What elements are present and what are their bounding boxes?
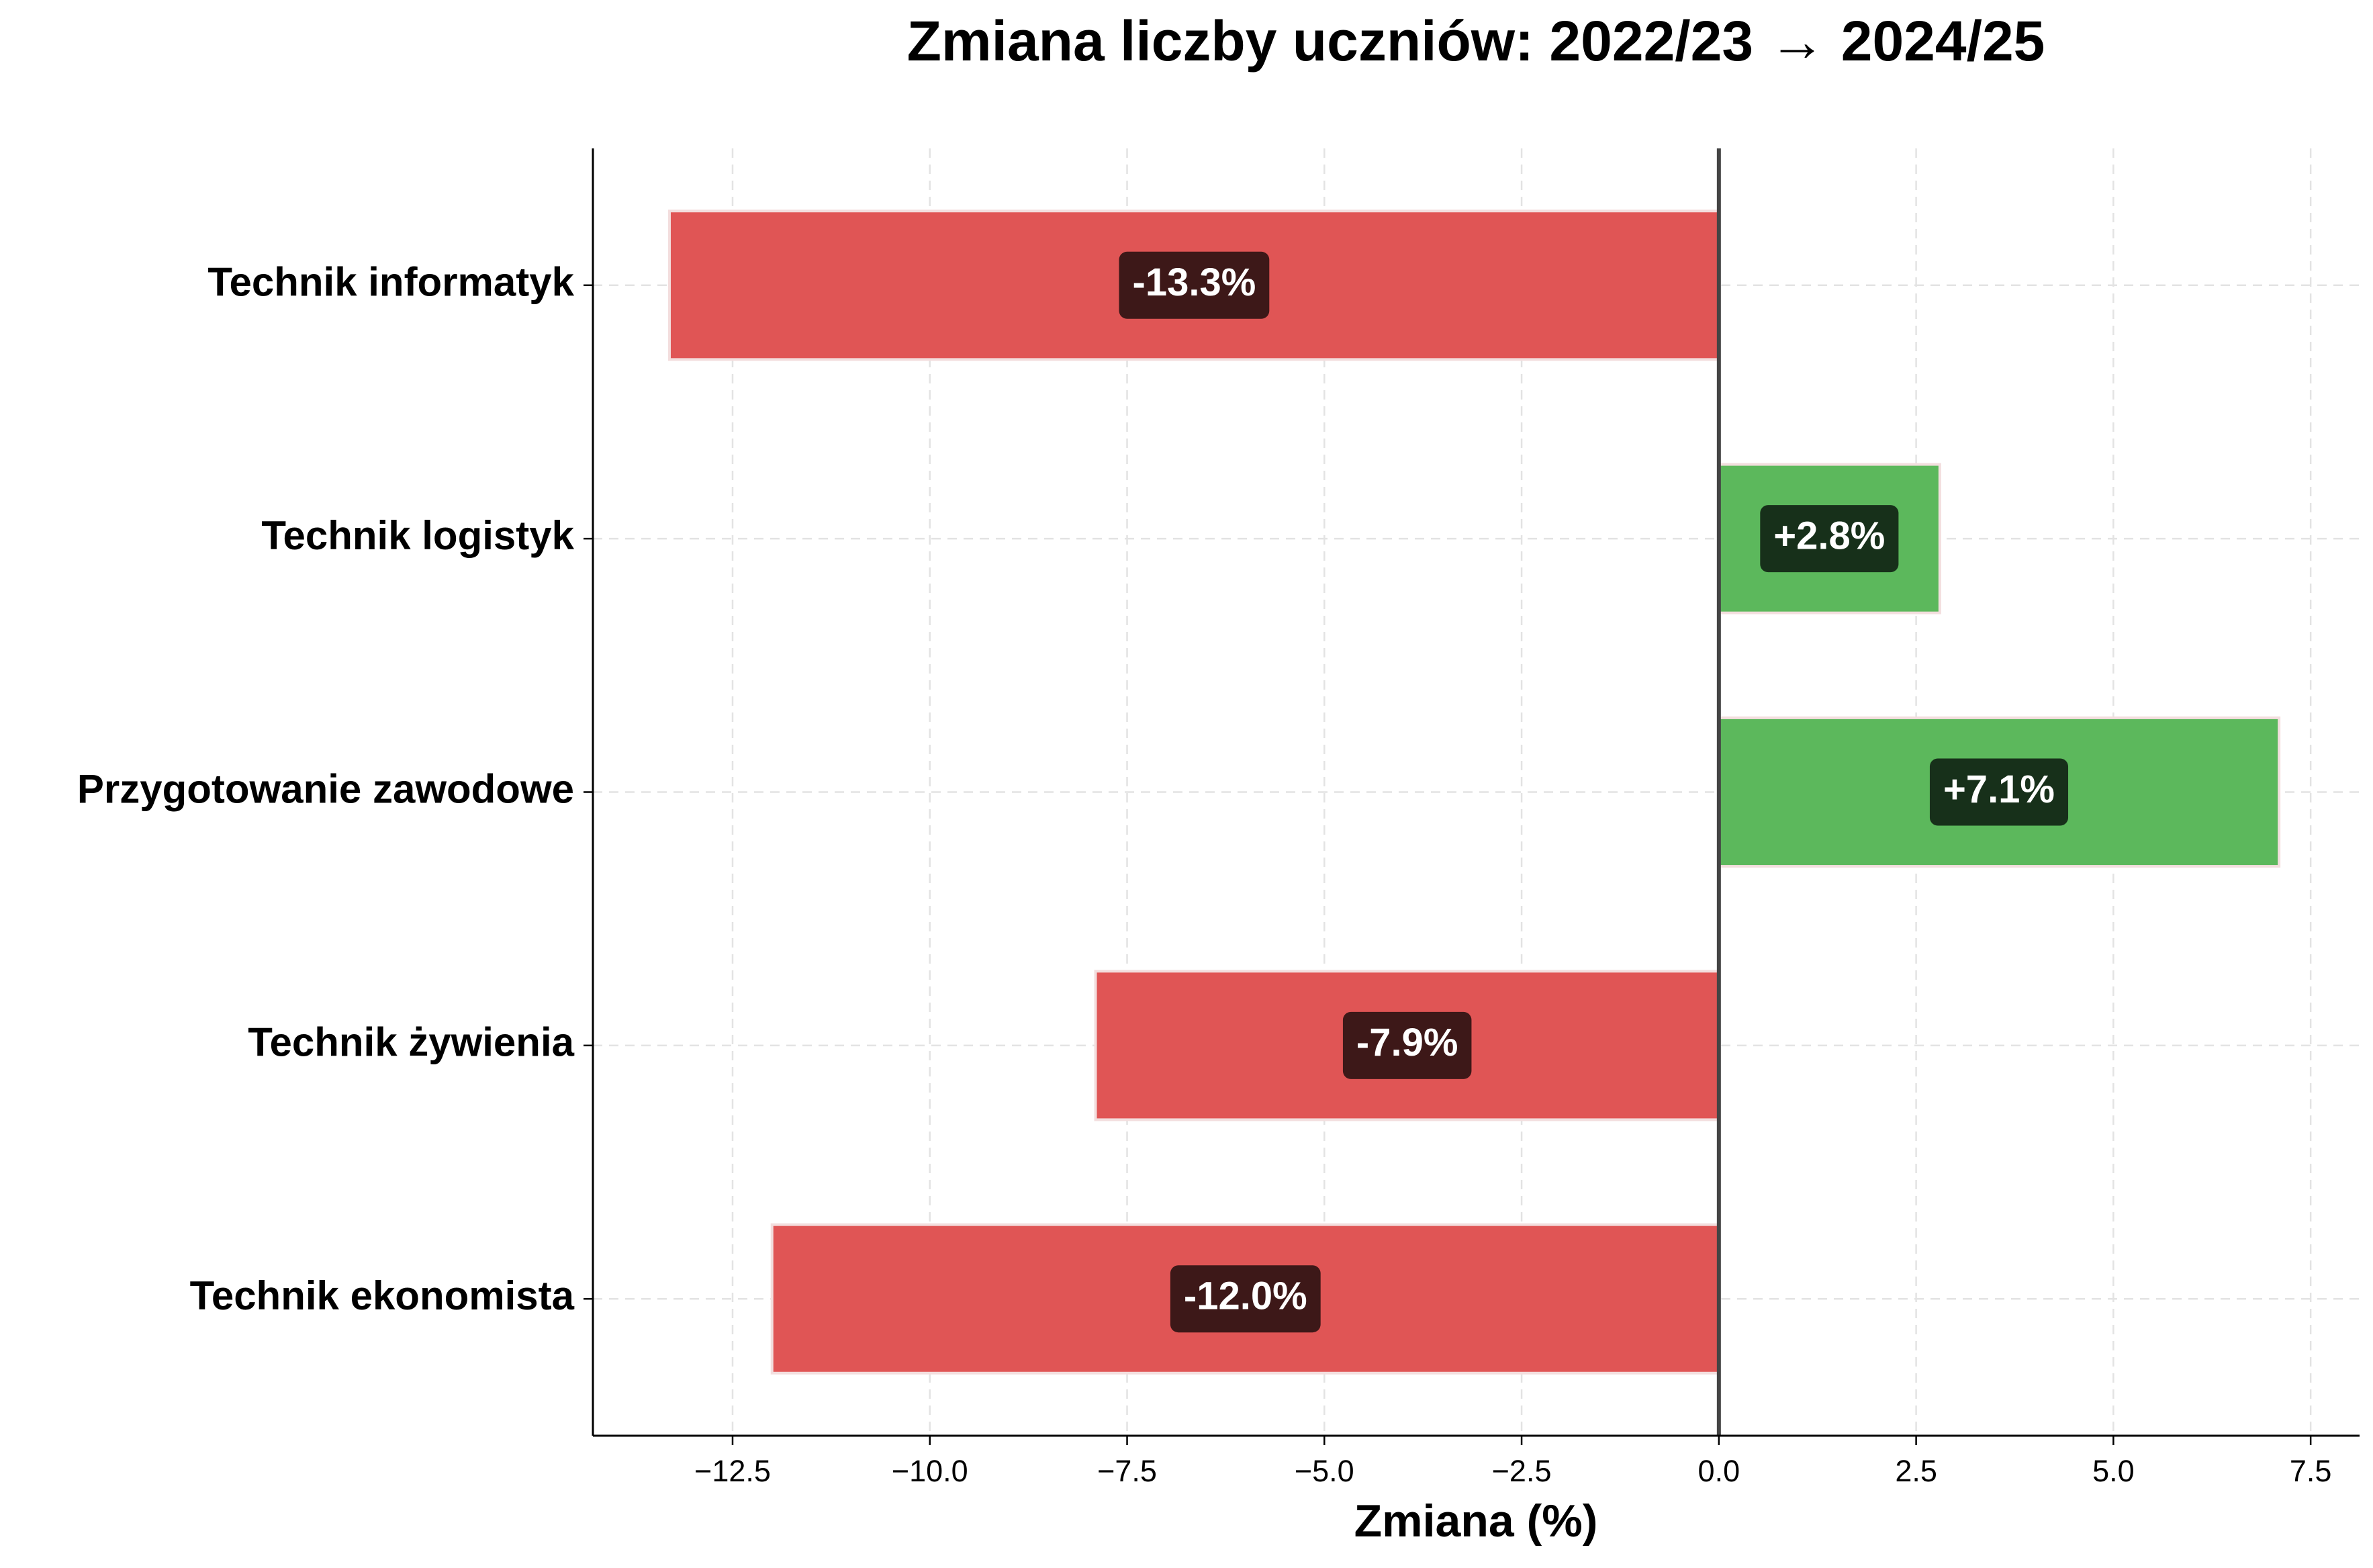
x-tick-label: −5.0: [1295, 1454, 1354, 1488]
x-tick-label: −7.5: [1097, 1454, 1157, 1488]
y-tick-label: Technik żywienia: [248, 1020, 574, 1065]
x-tick-label: −2.5: [1492, 1454, 1552, 1488]
value-label: +7.1%: [1943, 768, 2055, 811]
value-label-group: +7.1%: [1929, 758, 2069, 826]
value-label-box: [1929, 758, 2069, 826]
value-label: -12.0%: [1184, 1275, 1307, 1318]
value-label: -7.9%: [1356, 1021, 1458, 1064]
value-label-group: -12.0%: [1170, 1265, 1321, 1333]
value-label: -13.3%: [1133, 261, 1256, 304]
y-tick-label: Przygotowanie zawodowe: [77, 766, 574, 811]
value-label-group: -13.3%: [1119, 251, 1270, 319]
value-label: +2.8%: [1773, 514, 1885, 557]
value-label-group: +2.8%: [1760, 505, 1899, 573]
value-label-box: [1760, 505, 1899, 573]
value-label-group: -7.9%: [1342, 1011, 1472, 1079]
x-tick-label: −12.5: [694, 1454, 771, 1488]
x-tick-label: 0.0: [1698, 1454, 1740, 1488]
y-tick-label: Technik logistyk: [261, 513, 574, 558]
bar: [1717, 463, 1941, 614]
value-label-box: [1342, 1011, 1472, 1079]
value-label-box: [1119, 251, 1270, 319]
chart-title: Zmiana liczby uczniów: 2022/23 → 2024/25: [907, 9, 2045, 73]
y-tick-label: Technik informatyk: [207, 260, 574, 305]
bar: [770, 1223, 1720, 1375]
value-label-box: [1170, 1265, 1321, 1333]
x-tick-label: 5.0: [2092, 1454, 2135, 1488]
x-tick-label: 2.5: [1895, 1454, 1937, 1488]
x-tick-label: −10.0: [892, 1454, 968, 1488]
x-tick-label: 7.5: [2290, 1454, 2332, 1488]
x-axis-label: Zmiana (%): [1354, 1495, 1598, 1547]
y-tick-label: Technik ekonomista: [190, 1273, 575, 1318]
